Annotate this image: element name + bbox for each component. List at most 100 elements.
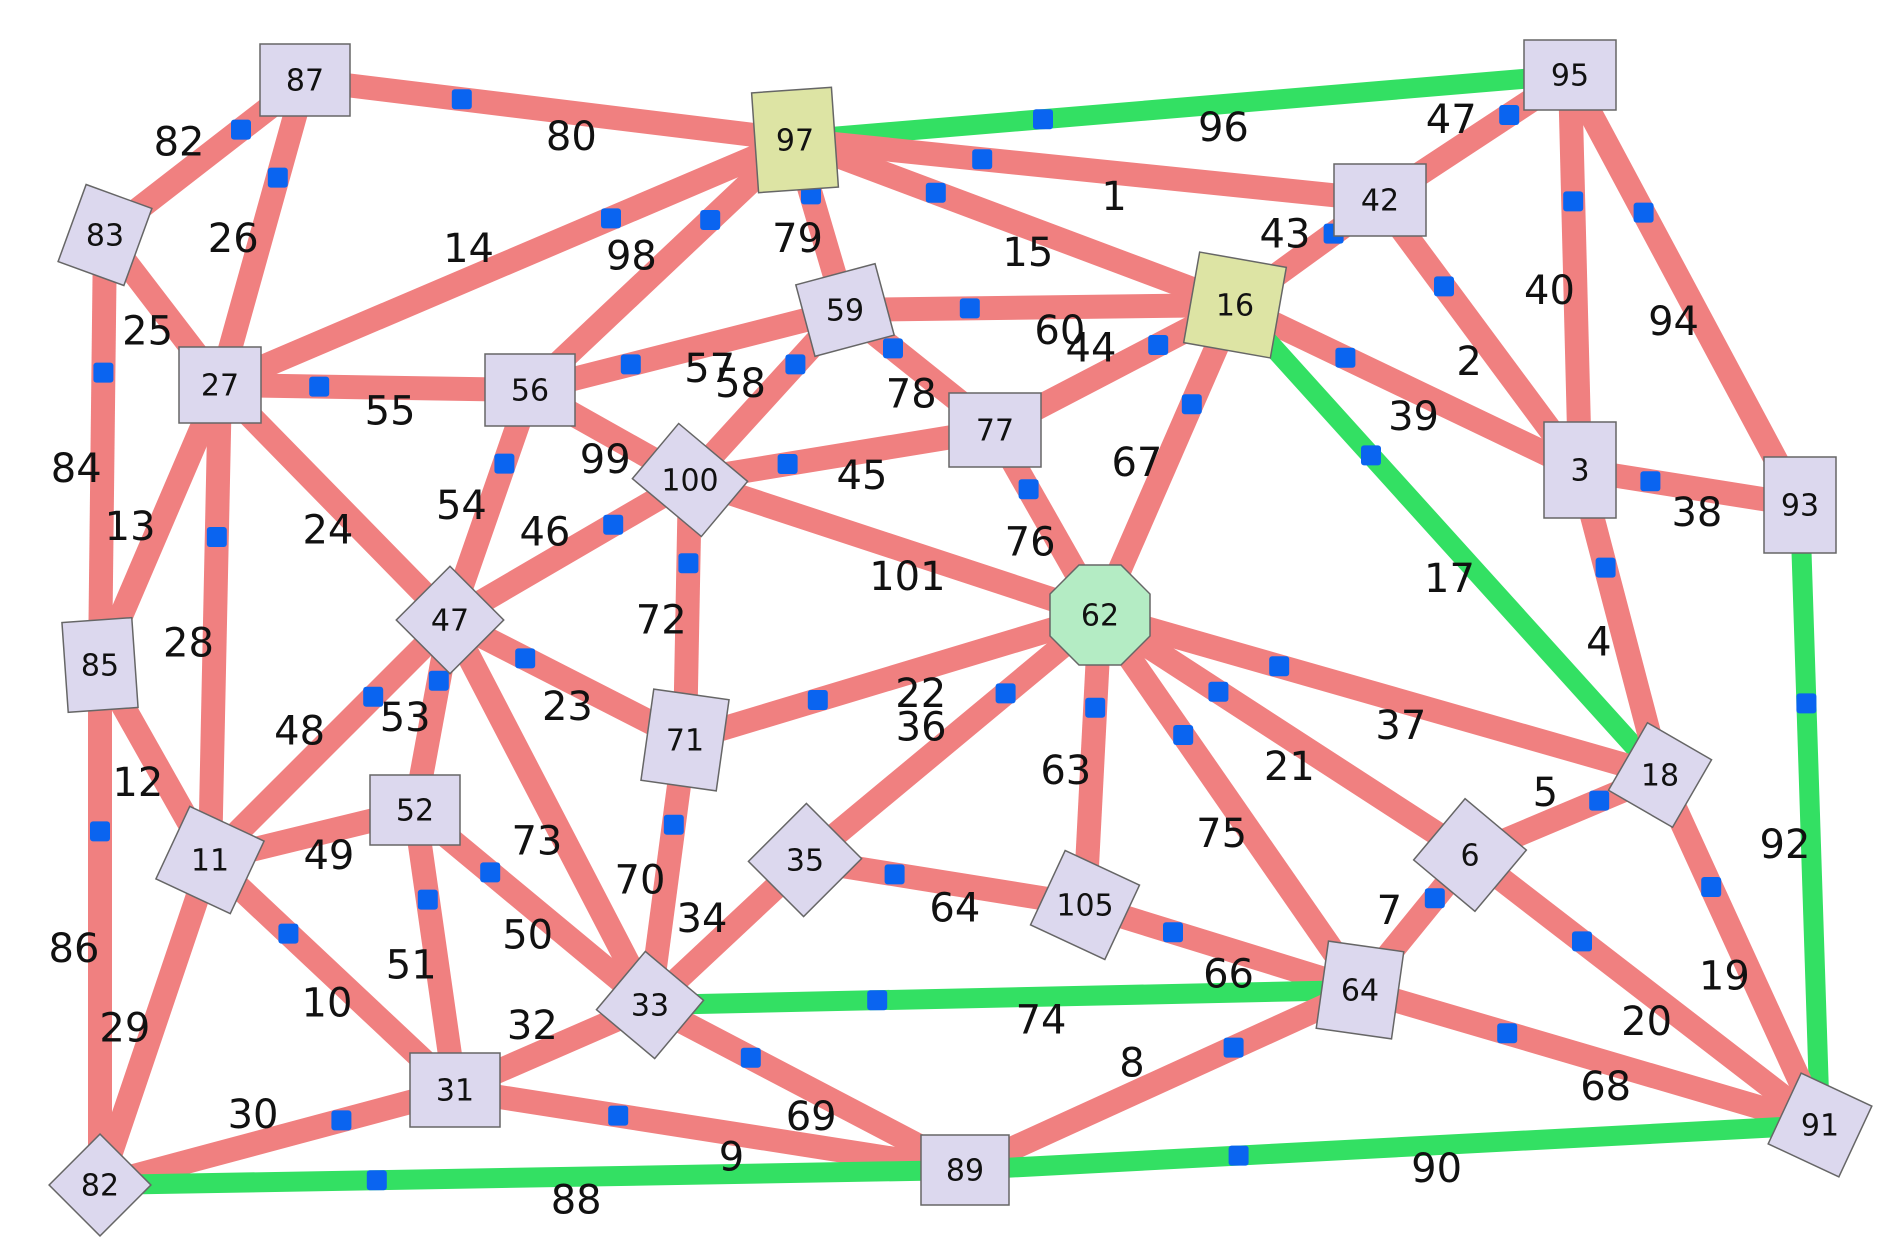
- node-shape-52: [369, 774, 461, 846]
- node-shape-59: [794, 262, 896, 358]
- edge-label-79: 79: [772, 216, 823, 262]
- node-shape-62: [1049, 564, 1151, 666]
- edge-label-75: 75: [1196, 811, 1247, 857]
- edge-label-17: 17: [1424, 556, 1475, 602]
- node-97[interactable]: 97: [750, 86, 840, 194]
- edge-label-92: 92: [1760, 822, 1811, 868]
- node-11[interactable]: 11: [154, 805, 266, 915]
- node-shape-64: [1315, 940, 1405, 1040]
- edge-marker-40: [1563, 191, 1584, 212]
- node-71[interactable]: 71: [640, 688, 730, 792]
- edge-label-43: 43: [1260, 212, 1311, 258]
- edge-marker-21: [1208, 681, 1229, 702]
- node-31[interactable]: 31: [409, 1052, 501, 1128]
- edge-98: [521, 131, 804, 399]
- edge-label-14: 14: [443, 226, 494, 272]
- node-93[interactable]: 93: [1763, 456, 1837, 554]
- node-shape-105: [1029, 849, 1141, 961]
- node-label-77: 77: [976, 414, 1014, 449]
- edge-marker-1: [972, 149, 993, 170]
- edge-marker-67: [1181, 394, 1202, 415]
- node-91[interactable]: 91: [1767, 1072, 1873, 1178]
- edge-marker-92: [1796, 693, 1817, 714]
- node-87[interactable]: 87: [259, 43, 351, 117]
- edge-marker-88: [366, 1170, 387, 1191]
- edge-90: [964, 1115, 1821, 1180]
- node-56[interactable]: 56: [484, 353, 576, 427]
- node-label-18: 18: [1641, 759, 1679, 794]
- edge-45: [688, 418, 997, 492]
- edge-label-49: 49: [303, 833, 354, 879]
- edge-label-9: 9: [719, 1135, 744, 1181]
- node-62[interactable]: 62: [1049, 564, 1151, 666]
- edge-label-25: 25: [122, 308, 173, 354]
- edge-marker-7: [1424, 888, 1445, 909]
- edge-label-57: 57: [684, 346, 735, 392]
- node-label-47: 47: [431, 604, 469, 639]
- edge-73: [439, 614, 661, 1011]
- node-16[interactable]: 16: [1182, 251, 1288, 359]
- edge-68: [1356, 978, 1824, 1137]
- node-95[interactable]: 95: [1523, 39, 1617, 111]
- node-6[interactable]: 6: [1412, 797, 1528, 913]
- node-47[interactable]: 47: [395, 565, 505, 675]
- node-83[interactable]: 83: [57, 183, 153, 287]
- edge-marker-55: [309, 376, 330, 397]
- node-33[interactable]: 33: [595, 950, 705, 1060]
- edge-92: [1790, 504, 1830, 1126]
- edge-label-80: 80: [546, 114, 597, 160]
- edge-label-74: 74: [1016, 998, 1067, 1044]
- node-shape-11: [154, 805, 266, 915]
- node-42[interactable]: 42: [1333, 163, 1427, 237]
- edge-marker-36: [995, 683, 1016, 704]
- node-59[interactable]: 59: [794, 262, 896, 358]
- edge-marker-64: [884, 864, 905, 885]
- node-85[interactable]: 85: [61, 616, 139, 714]
- node-77[interactable]: 77: [948, 392, 1042, 468]
- edge-marker-50: [480, 862, 501, 883]
- node-18[interactable]: 18: [1607, 721, 1713, 829]
- edge-label-2: 2: [1456, 339, 1481, 385]
- edge-67: [1088, 300, 1247, 620]
- edge-marker-23: [515, 648, 536, 669]
- edge-label-5: 5: [1533, 770, 1558, 816]
- edge-60: [844, 293, 1236, 322]
- edge-55: [219, 373, 531, 402]
- node-64[interactable]: 64: [1315, 940, 1405, 1040]
- edge-24: [211, 376, 459, 629]
- node-label-3: 3: [1570, 454, 1589, 489]
- edge-marker-68: [1497, 1023, 1518, 1044]
- node-label-82: 82: [81, 1169, 119, 1204]
- edge-label-1: 1: [1101, 174, 1126, 220]
- node-shape-35: [747, 802, 863, 918]
- node-27[interactable]: 27: [178, 346, 262, 424]
- edge-37: [1096, 603, 1664, 787]
- node-35[interactable]: 35: [747, 802, 863, 918]
- edge-label-60: 60: [1034, 308, 1085, 354]
- edge-marker-94: [1633, 202, 1654, 223]
- node-89[interactable]: 89: [920, 1134, 1010, 1206]
- edge-label-68: 68: [1580, 1064, 1631, 1110]
- edge-label-69: 69: [786, 1094, 837, 1140]
- edge-marker-19: [1701, 877, 1722, 897]
- edge-marker-4: [1595, 557, 1616, 578]
- edge-marker-15: [925, 182, 946, 203]
- edge-label-76: 76: [1005, 520, 1056, 566]
- edge-label-20: 20: [1621, 999, 1672, 1045]
- edge-marker-44: [1148, 335, 1169, 355]
- edge-marker-22: [807, 690, 828, 710]
- node-105[interactable]: 105: [1029, 849, 1141, 961]
- node-3[interactable]: 3: [1543, 421, 1617, 519]
- edge-marker-48: [363, 686, 384, 707]
- edge-marker-28: [206, 527, 227, 547]
- node-52[interactable]: 52: [369, 774, 461, 846]
- node-label-62: 62: [1081, 599, 1119, 634]
- node-shape-16: [1182, 251, 1288, 359]
- edge-label-8: 8: [1119, 1040, 1144, 1086]
- node-82[interactable]: 82: [48, 1133, 152, 1237]
- edge-marker-14: [601, 208, 621, 229]
- edge-label-96: 96: [1198, 105, 1249, 151]
- node-shape-6: [1412, 797, 1528, 913]
- edge-label-39: 39: [1388, 394, 1439, 440]
- node-100[interactable]: 100: [631, 422, 749, 538]
